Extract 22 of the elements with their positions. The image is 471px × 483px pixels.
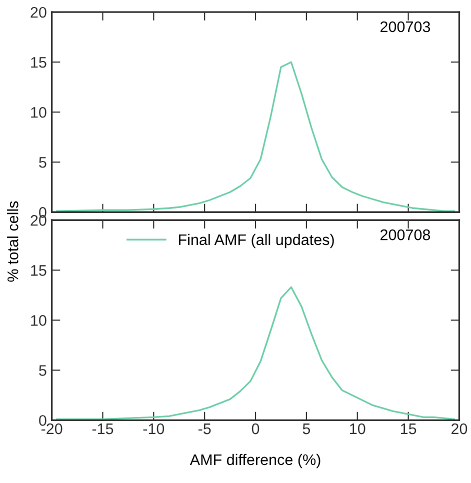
x-tick-label: -15 bbox=[92, 424, 114, 434]
y-tick-label: 10 bbox=[31, 315, 46, 326]
x-tick-label: 10 bbox=[350, 423, 366, 434]
y-tick-label: 15 bbox=[31, 265, 46, 276]
x-axis-title: AMF difference (%) bbox=[190, 454, 320, 468]
y-tick-label: 5 bbox=[39, 157, 46, 168]
x-tick-label: 5 bbox=[302, 424, 310, 434]
x-tick-label: -10 bbox=[143, 423, 164, 434]
x-tick-label: 15 bbox=[400, 424, 416, 434]
x-tick-label: 0 bbox=[252, 423, 260, 434]
annotation: 200703 bbox=[380, 21, 430, 32]
y-tick-label: 15 bbox=[31, 57, 46, 68]
line-series bbox=[56, 61, 455, 212]
y-axis-title: % total cells bbox=[7, 201, 18, 282]
x-tick-label: 20 bbox=[452, 423, 468, 434]
y-tick-label: 20 bbox=[30, 6, 46, 18]
legend-label: Final AMF (all updates) bbox=[178, 234, 334, 248]
x-tick-label: -5 bbox=[198, 424, 211, 434]
y-tick-label: 10 bbox=[31, 106, 46, 118]
annotation: 200708 bbox=[380, 229, 430, 240]
line-series bbox=[56, 286, 455, 420]
y-tick-label: 5 bbox=[39, 365, 46, 376]
